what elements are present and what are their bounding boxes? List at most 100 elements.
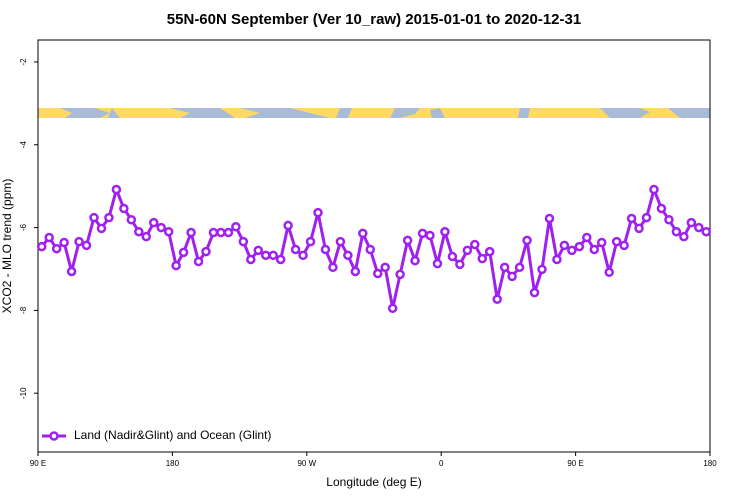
data-point	[223, 227, 234, 238]
data-point	[649, 184, 659, 195]
data-point	[44, 232, 54, 243]
x-tick-label: 90 E	[567, 459, 583, 468]
data-point	[134, 226, 144, 237]
data-point	[462, 245, 473, 256]
data-point	[193, 256, 204, 267]
map-strip	[38, 108, 710, 118]
data-point	[320, 244, 331, 255]
data-point	[387, 303, 398, 314]
data-point	[484, 246, 495, 257]
data-point	[507, 271, 517, 282]
y-tick-label: -8	[19, 306, 28, 314]
data-point	[537, 264, 547, 275]
data-point	[201, 246, 211, 257]
data-point	[208, 227, 219, 238]
data-point	[626, 213, 637, 224]
data-point	[671, 226, 682, 237]
data-point	[410, 255, 420, 266]
data-point	[111, 184, 122, 195]
data-point	[455, 259, 465, 270]
data-point	[283, 220, 293, 231]
data-point	[119, 203, 129, 214]
data-point	[96, 223, 107, 234]
x-tick-label: 0	[439, 459, 444, 468]
data-point	[380, 262, 390, 273]
data-point	[328, 262, 338, 273]
data-point	[275, 254, 286, 265]
data-point	[529, 287, 540, 298]
chart-title: 55N-60N September (Ver 10_raw) 2015-01-0…	[167, 11, 581, 28]
data-point	[611, 236, 622, 247]
data-point	[358, 228, 368, 239]
y-axis-label: XCO2 - MLO trend (ppm)	[0, 179, 14, 314]
data-point	[253, 245, 264, 256]
data-point	[641, 212, 652, 223]
data-point	[596, 237, 607, 248]
data-point	[343, 250, 353, 261]
x-axis-label: Longitude (deg E)	[326, 475, 421, 489]
data-point	[574, 241, 585, 252]
data-point	[477, 253, 488, 264]
data-point	[417, 228, 428, 239]
data-point	[589, 244, 600, 255]
data-point	[246, 254, 256, 265]
data-point	[59, 237, 69, 248]
data-point	[604, 267, 614, 278]
data-point	[104, 212, 114, 223]
data-point	[656, 203, 667, 214]
data-point	[313, 207, 323, 218]
data-point	[701, 226, 712, 237]
data-point	[66, 266, 77, 277]
data-point	[335, 236, 346, 247]
legend-marker	[49, 431, 59, 441]
data-point	[216, 227, 226, 238]
data-point	[402, 235, 413, 246]
data-point	[156, 222, 166, 233]
data-point	[664, 214, 674, 225]
data-point	[51, 243, 62, 254]
y-tick-label: -4	[19, 141, 28, 149]
data-point	[470, 239, 480, 250]
data-point	[186, 227, 196, 238]
data-point	[619, 240, 629, 251]
y-tick-label: -6	[19, 223, 28, 231]
data-point	[350, 266, 361, 277]
data-point	[634, 223, 644, 234]
data-point	[514, 262, 525, 273]
x-tick-label: 90 E	[30, 459, 46, 468]
data-point	[141, 231, 152, 242]
legend-label: Land (Nadir&Glint) and Ocean (Glint)	[74, 428, 271, 442]
data-point	[238, 236, 249, 247]
data-point	[522, 235, 532, 246]
data-point	[290, 244, 301, 255]
data-point	[36, 241, 47, 252]
data-point	[559, 240, 570, 251]
data-point	[499, 262, 510, 273]
data-point	[148, 217, 159, 228]
data-point	[298, 250, 308, 261]
y-tick-label: -10	[19, 387, 28, 399]
data-point	[686, 217, 697, 228]
data-point	[74, 236, 84, 247]
data-point	[260, 250, 271, 261]
data-point	[492, 294, 502, 304]
x-tick-label: 180	[166, 459, 180, 468]
data-point	[126, 214, 137, 225]
data-point	[694, 222, 704, 233]
data-point	[679, 231, 689, 242]
data-point	[432, 258, 443, 269]
data-point	[447, 251, 458, 262]
data-point	[231, 221, 241, 232]
data-point	[440, 226, 450, 237]
x-tick-label: 180	[703, 459, 717, 468]
data-point	[544, 213, 555, 224]
data-point	[178, 247, 189, 258]
data-point	[425, 230, 435, 241]
data-point	[552, 254, 562, 265]
data-point	[365, 244, 376, 255]
data-point	[372, 268, 383, 279]
plot-frame	[37, 39, 711, 453]
x-tick-label: 90 W	[297, 459, 316, 468]
data-point	[89, 212, 99, 223]
data-point	[171, 260, 181, 271]
